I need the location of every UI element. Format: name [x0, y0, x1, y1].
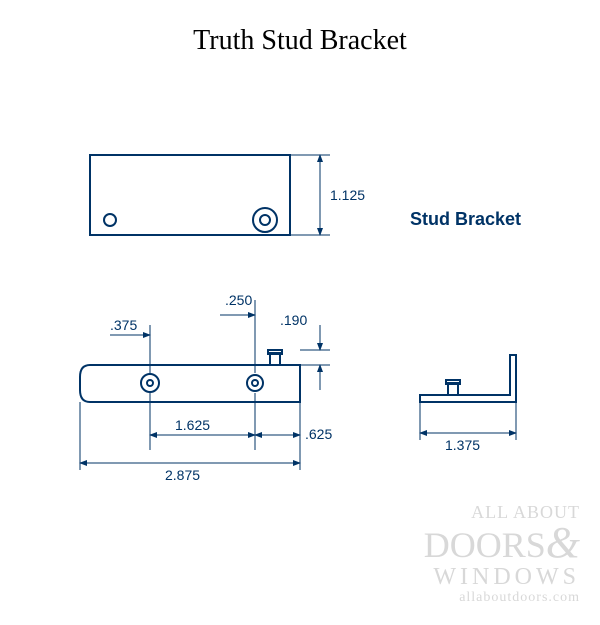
dim-side-width: 1.375 [445, 437, 480, 453]
watermark: ALL ABOUT DOORS& WINDOWS allaboutdoors.c… [424, 503, 580, 605]
dim-height-top: 1.125 [330, 187, 365, 203]
wm-amp: & [546, 518, 580, 567]
dim-hole-stud: 1.625 [175, 417, 210, 433]
dim-total: 2.875 [165, 467, 200, 483]
dim-stud: .250 [225, 292, 252, 308]
side-view: 1.375 [420, 355, 516, 453]
wm-url: allaboutdoors.com [424, 591, 580, 605]
wm-doors: DOORS [424, 525, 546, 565]
dim-lip: .190 [280, 312, 307, 328]
front-view: .375 .250 .190 1.625 .625 2.875 [80, 292, 332, 483]
dim-stud-edge: .625 [305, 426, 332, 442]
top-view: 1.125 [90, 155, 365, 235]
dim-hole-offset: .375 [110, 317, 137, 333]
bracket-label: Stud Bracket [410, 209, 521, 229]
wm-windows: WINDOWS [424, 565, 580, 589]
